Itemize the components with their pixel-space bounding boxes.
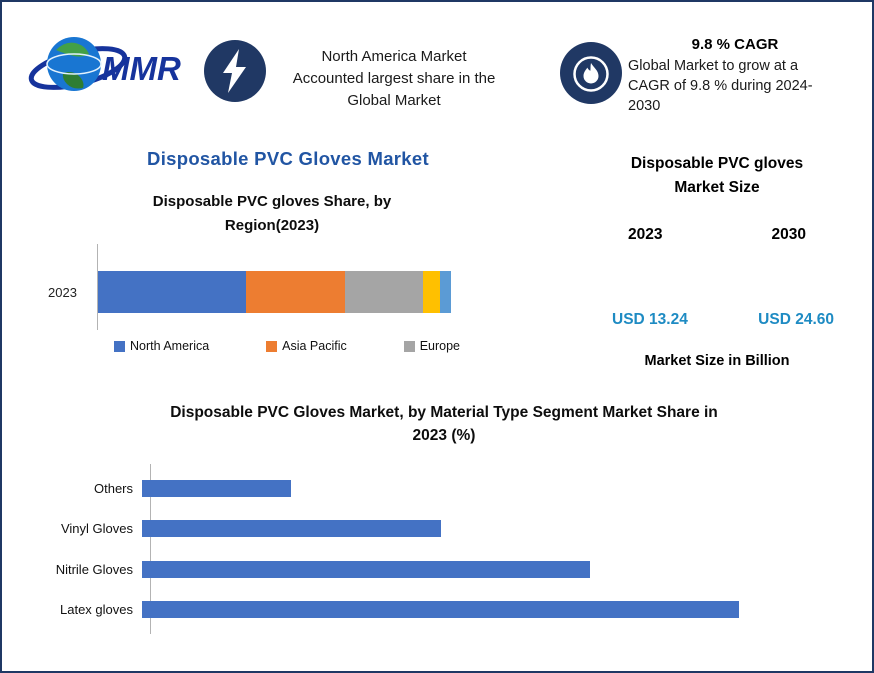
material-bar-track <box>142 601 814 619</box>
text-line: Disposable PVC gloves <box>630 155 804 172</box>
text-line: Global Market to grow at a <box>628 58 799 74</box>
material-row: Vinyl Gloves <box>2 509 828 550</box>
text-line: Disposable PVC gloves Share, by <box>152 193 392 210</box>
text-line: Global Market <box>347 92 441 109</box>
material-bar <box>142 560 590 578</box>
market-size-values: USD 13.24 USD 24.60 <box>612 311 834 329</box>
year-2030-label: 2030 <box>771 226 806 243</box>
value-2023: USD 13.24 <box>612 311 688 328</box>
material-chart-rows: Others Vinyl Gloves Nitrile Gloves Latex gl… <box>2 468 828 630</box>
globe-logo-icon: MMR <box>28 37 181 91</box>
region-segment-europe <box>345 271 423 313</box>
text-line: CAGR of 9.8 % during 2024- <box>628 78 813 94</box>
material-bar <box>142 479 292 497</box>
highlight-cagr: 9.8 % CAGR Global Market to grow at a CAG… <box>628 36 842 116</box>
text-line: 2030 <box>628 98 661 114</box>
legend-swatch <box>403 340 415 352</box>
region-legend: North America Asia Pacific Europe <box>114 339 460 353</box>
cagr-title: 9.8 % CAGR <box>691 36 779 53</box>
material-bar-track <box>142 479 814 497</box>
material-row: Nitrile Gloves <box>2 549 828 590</box>
region-segment-north-america <box>98 271 247 313</box>
region-segment-unlabeled-yellow <box>422 271 441 313</box>
region-chart-y-axis <box>97 244 98 330</box>
text-line: North America Market <box>321 48 467 65</box>
lightning-icon <box>204 40 266 102</box>
highlight-north-america: North America Market Accounted largest sh… <box>268 46 520 112</box>
market-size-title: Disposable PVC gloves Market Size <box>604 152 830 200</box>
cagr-text: Global Market to grow at a CAGR of 9.8 % … <box>628 56 842 116</box>
material-bar <box>142 601 740 619</box>
material-category-label: Others <box>93 480 133 496</box>
material-bar <box>142 520 441 538</box>
logo-text: MMR <box>102 50 181 87</box>
text-line: 2023 (%) <box>412 427 476 444</box>
text-line: Accounted largest share in the <box>292 70 496 87</box>
material-row: Latex gloves <box>2 590 828 631</box>
region-chart-title: Disposable PVC gloves Share, by Region(20… <box>112 190 432 238</box>
text-line: Region(2023) <box>224 217 320 234</box>
legend-label: Europe <box>419 339 460 353</box>
material-chart-y-axis <box>150 464 151 634</box>
text-line: Market Size <box>674 179 760 196</box>
material-chart-title: Disposable PVC Gloves Market, by Materia… <box>118 401 770 447</box>
region-segment-asia-pacific <box>246 271 346 313</box>
legend-item: Asia Pacific <box>266 339 347 353</box>
legend-label: Asia Pacific <box>282 339 347 353</box>
region-segment-unlabeled-lightblue <box>440 271 451 313</box>
legend-swatch <box>266 340 278 352</box>
market-size-footnote: Market Size in Billion <box>644 353 790 369</box>
flame-icon <box>560 42 622 104</box>
legend-item: North America <box>114 339 209 353</box>
material-bar-track <box>142 520 814 538</box>
material-category-label: Vinyl Gloves <box>60 521 133 537</box>
region-stacked-bar <box>98 271 451 313</box>
text-line: Disposable PVC Gloves Market, by Materia… <box>170 404 718 421</box>
legend-label: North America <box>130 339 210 353</box>
page-title: Disposable PVC Gloves Market <box>147 148 429 169</box>
legend-swatch <box>114 340 125 352</box>
material-bar-track <box>142 560 814 578</box>
mmr-logo: MMR <box>26 28 186 109</box>
value-2030: USD 24.60 <box>758 311 834 328</box>
region-chart-category-label: 2023 <box>48 285 77 300</box>
material-category-label: Latex gloves <box>60 602 133 618</box>
year-2023-label: 2023 <box>628 226 663 243</box>
market-size-years: 2023 2030 <box>604 226 830 244</box>
material-category-label: Nitrile Gloves <box>55 561 133 577</box>
material-row: Others <box>2 468 828 509</box>
legend-item: Europe <box>403 339 460 353</box>
